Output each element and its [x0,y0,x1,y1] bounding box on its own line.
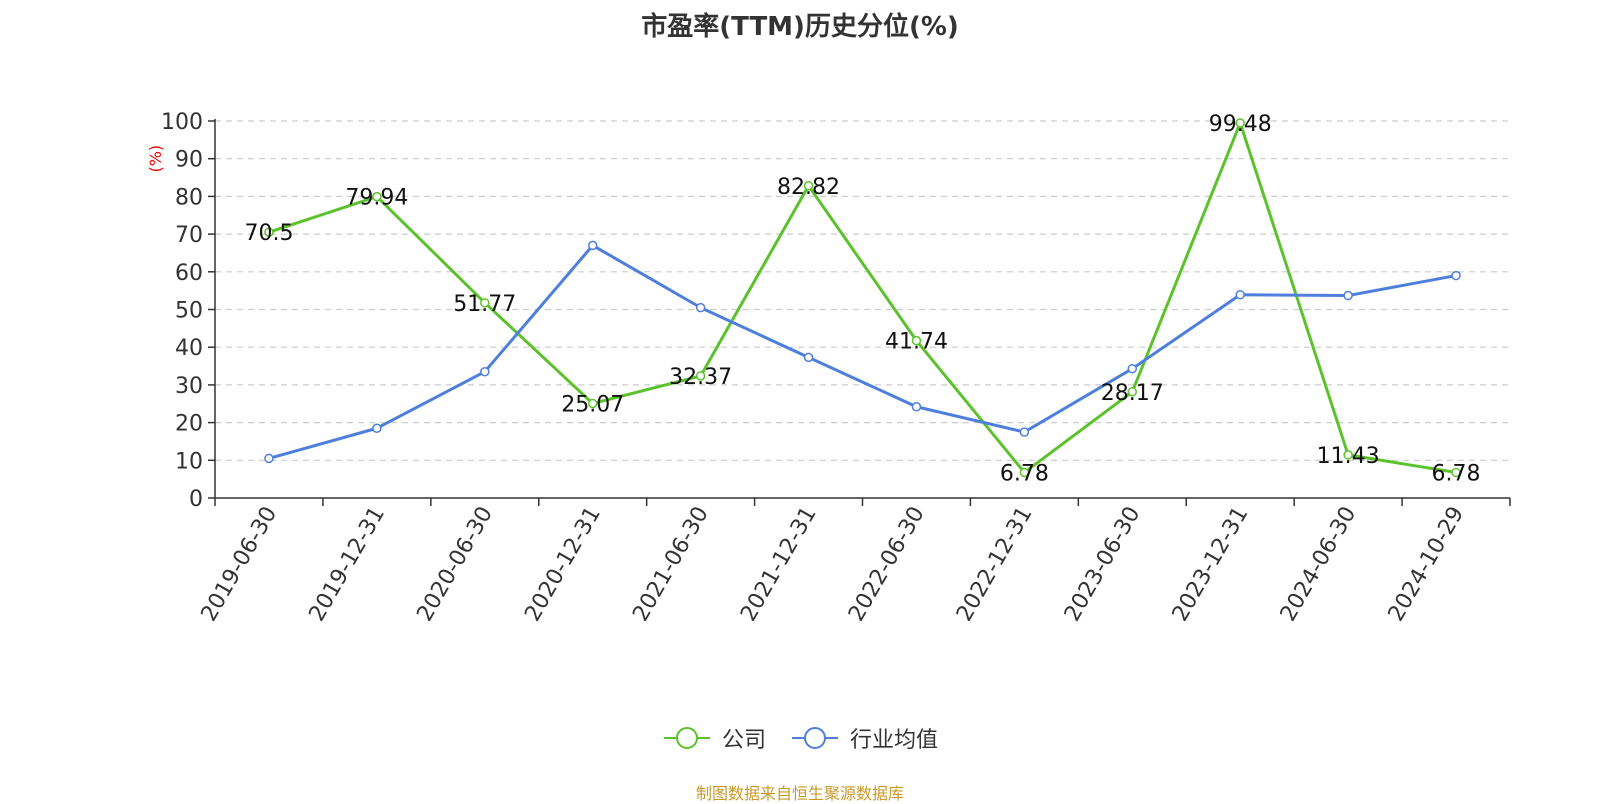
legend-line-marker-icon [663,727,710,749]
data-label: 6.78 [1432,461,1481,486]
x-tick-label: 2019-12-31 [304,503,390,626]
company-point [1127,387,1138,397]
company-point [480,298,490,308]
industry-average-point [803,352,814,363]
company-point [1343,450,1353,460]
y-axis-label: (%) [146,145,165,173]
legend: 公司 行业均值 [0,722,1600,754]
industry-average-point [587,240,598,251]
industry-average-point [1235,290,1245,300]
data-label: 32.37 [669,365,732,390]
company-point [1235,118,1245,128]
legend-item-company[interactable]: 公司 [662,722,766,754]
y-tick-label: 100 [161,110,203,135]
legend-label-industry-average: 行业均值 [850,728,939,753]
y-tick-label: 50 [175,299,203,324]
y-tick-label: 80 [175,185,203,210]
company-point [1019,467,1030,478]
industry-average-point [1343,290,1353,301]
industry-average-point [264,453,274,464]
company-point [372,191,382,202]
x-tick-label: 2022-12-31 [952,503,1038,626]
data-label: 70.5 [244,221,293,246]
x-tick-label: 2019-06-30 [197,503,283,626]
company-point [911,335,922,346]
x-tick-label: 2023-12-31 [1168,503,1254,626]
grid-lines [215,120,1510,461]
series-lines [268,121,1457,474]
y-tick-label: 60 [175,261,203,286]
data-labels: 70.5 79.94 51.77 25.07 32.37 82.82 41.74 6.78 28… [244,112,1480,486]
y-tick-label: 10 [175,449,203,474]
data-label: 28.17 [1101,381,1164,406]
company-point [695,371,706,381]
series-line-industry-average [268,243,1457,460]
data-label: 51.77 [453,292,516,317]
company-point [1451,467,1461,478]
company-point [803,181,814,191]
x-tick-label: 2021-12-31 [736,503,822,626]
legend-line-marker-icon [792,727,838,749]
industry-average-point [372,423,382,434]
industry-average-point [695,302,706,313]
y-tick-label: 40 [175,336,203,361]
industry-average-point [911,402,922,412]
y-tick-label: 20 [175,412,203,437]
x-tick-label: 2023-06-30 [1060,503,1146,626]
x-tick-label: 2022-06-30 [844,503,930,626]
x-tick-label: 2020-12-31 [520,503,606,626]
company-point [264,227,274,237]
legend-label-company: 公司 [721,728,766,753]
industry-average-point [1451,270,1461,281]
x-tick-label: 2020-06-30 [412,503,498,626]
legend-item-industry-average[interactable]: 行业均值 [790,722,938,754]
chart-title: 市盈率(TTM)历史分位(%) [641,12,959,42]
y-tick-label: 70 [175,223,203,248]
series-line-company [268,121,1457,474]
x-tick-label: 2021-06-30 [628,503,714,626]
industry-average-point [1127,363,1138,374]
industry-average-point [480,366,490,377]
data-label: 11.43 [1317,444,1380,469]
data-label: 6.78 [1000,461,1049,486]
series-points [264,118,1461,478]
company-point [587,398,598,409]
data-label: 99.48 [1209,112,1272,137]
data-source-note: 制图数据来自恒生聚源数据库 [695,784,904,803]
data-label: 82.82 [777,175,840,200]
y-tick-label: 30 [175,374,203,399]
y-tick-label: 0 [189,487,203,512]
industry-average-point [1019,427,1030,437]
data-label: 41.74 [885,330,948,355]
y-tick-label: 90 [175,148,203,173]
x-tick-label: 2024-06-30 [1276,503,1362,626]
data-label: 25.07 [561,392,624,417]
x-tick-label: 2024-10-29 [1384,503,1470,626]
data-label: 79.94 [345,186,408,211]
